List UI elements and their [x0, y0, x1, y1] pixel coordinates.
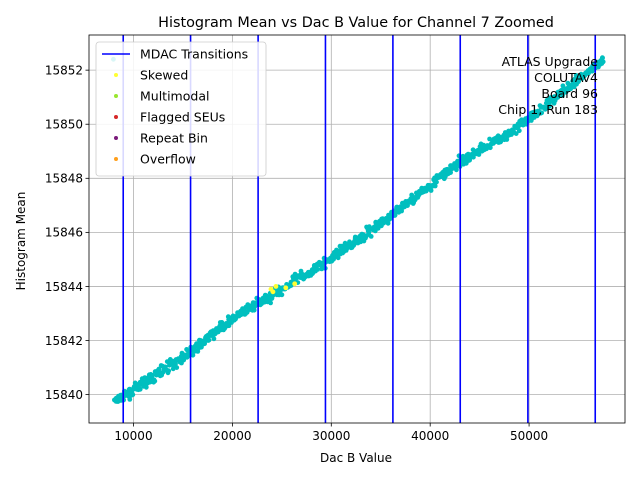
data-point	[130, 392, 136, 398]
y-tick-label: 15844	[45, 280, 83, 294]
data-point	[173, 361, 178, 367]
legend-label: Repeat Bin	[140, 130, 208, 145]
data-point-skewed	[292, 281, 298, 287]
plot-area-frame	[88, 34, 626, 424]
x-tick-label: 30000	[312, 429, 350, 443]
data-point	[150, 372, 155, 378]
data-point	[432, 183, 438, 189]
data-point	[279, 292, 285, 298]
data-point	[547, 103, 552, 109]
legend-swatch-marker	[114, 115, 118, 119]
data-point	[156, 366, 162, 372]
legend: MDAC Transitions Skewed Multimodal Flagged …	[95, 41, 267, 177]
data-point	[190, 352, 196, 358]
legend-label: Flagged SEUs	[140, 109, 225, 124]
data-point	[498, 139, 504, 144]
legend-label: Overflow	[140, 151, 196, 166]
data-point	[448, 170, 453, 175]
legend-label: Multimodal	[140, 88, 209, 103]
data-point	[476, 152, 482, 157]
y-tick-label: 15848	[45, 172, 83, 186]
data-point	[368, 234, 374, 239]
y-tick-label: 15852	[45, 63, 83, 77]
data-point	[211, 336, 217, 342]
data-point	[127, 397, 133, 402]
data-point	[385, 220, 391, 226]
annotation-line-3: Board 96	[541, 86, 598, 101]
legend-swatch-marker	[114, 73, 118, 77]
data-point-skewed	[283, 285, 289, 291]
data-point	[366, 230, 372, 236]
data-point	[174, 365, 180, 370]
data-point	[335, 255, 341, 261]
legend-swatch-marker	[114, 157, 118, 161]
x-tick-label: 40000	[411, 429, 449, 443]
data-point	[206, 337, 212, 343]
legend-label: Skewed	[140, 67, 188, 82]
annotation-line-4: Chip 1, Run 183	[498, 102, 598, 117]
y-tick-label: 15842	[45, 334, 83, 348]
y-axis-label: Histogram Mean	[14, 192, 28, 291]
data-point	[315, 267, 321, 272]
data-point	[539, 110, 545, 116]
legend-label: MDAC Transitions	[140, 46, 248, 61]
y-tick-label: 15846	[45, 226, 83, 240]
data-point	[268, 300, 273, 306]
data-point	[600, 59, 606, 65]
data-point-skewed	[270, 289, 276, 295]
annotation-line-2: COLUTAv4	[534, 70, 598, 85]
data-point	[434, 179, 439, 185]
legend-swatch-marker	[114, 136, 118, 140]
y-axis-ticks: 15840 15842 15844 15846 15848 15850 15852	[45, 63, 89, 402]
data-point	[516, 128, 522, 134]
data-point-skewed	[273, 284, 279, 289]
annotation-line-1: ATLAS Upgrade	[502, 54, 599, 69]
data-point	[137, 386, 143, 392]
data-point	[600, 55, 605, 61]
x-tick-label: 20000	[213, 429, 251, 443]
data-point	[152, 378, 158, 384]
data-point	[513, 131, 519, 137]
legend-swatch-marker	[114, 94, 118, 98]
run-annotation: ATLAS Upgrade COLUTAv4 Board 96 Chip 1, …	[498, 54, 598, 117]
data-point	[351, 242, 357, 248]
x-tick-label: 50000	[510, 429, 548, 443]
x-axis-label: Dac B Value	[320, 451, 392, 465]
data-point	[487, 145, 493, 151]
grid-lines	[89, 35, 625, 423]
chart-title: Histogram Mean vs Dac B Value for Channe…	[158, 15, 554, 31]
data-point	[251, 307, 257, 313]
data-point	[428, 188, 434, 193]
x-axis-ticks: 10000 20000 30000 40000 50000	[114, 423, 548, 443]
legend-box	[95, 41, 267, 177]
x-tick-label: 10000	[114, 429, 152, 443]
y-tick-label: 15840	[45, 388, 83, 402]
data-point	[560, 83, 566, 89]
data-point	[143, 384, 149, 390]
data-point	[166, 368, 172, 374]
y-tick-label: 15850	[45, 118, 83, 132]
data-point	[454, 167, 459, 173]
